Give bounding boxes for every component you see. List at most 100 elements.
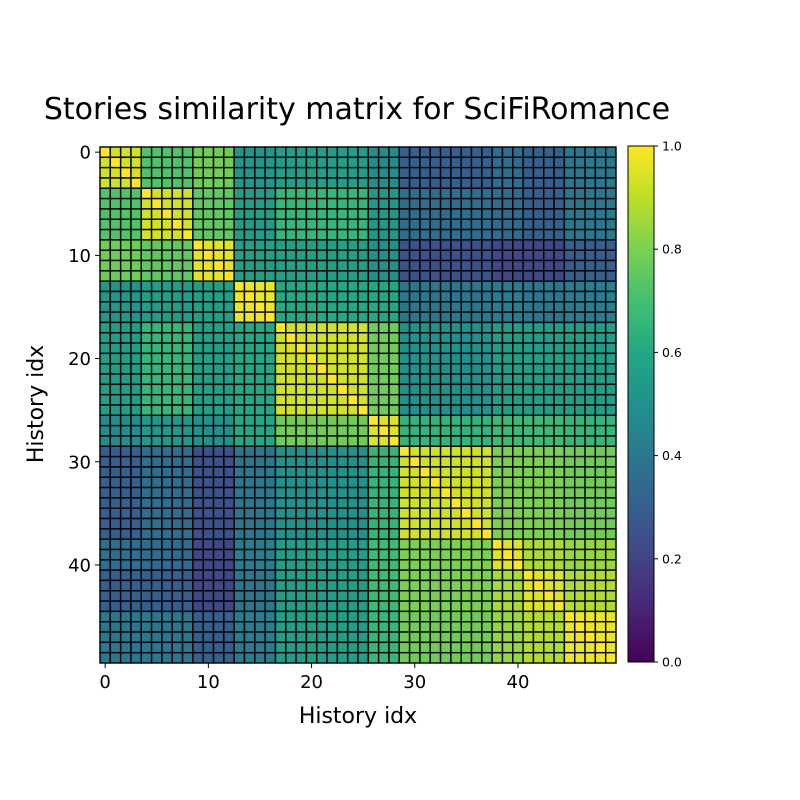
heatmap-cell — [532, 208, 545, 220]
heatmap-cell — [367, 404, 380, 417]
heatmap-cell — [109, 414, 122, 427]
heatmap-cell — [254, 435, 266, 447]
heatmap-cell — [491, 249, 504, 262]
heatmap-cell — [419, 466, 431, 478]
heatmap-cell — [109, 497, 122, 509]
heatmap-cell — [450, 301, 462, 313]
heatmap-cell — [408, 311, 421, 324]
heatmap-cell — [274, 393, 287, 406]
heatmap-cell — [419, 507, 431, 520]
heatmap-cell — [408, 579, 421, 592]
heatmap-cell — [367, 311, 380, 324]
heatmap-cell — [491, 476, 504, 489]
heatmap-cell — [336, 559, 349, 571]
heatmap-cell — [357, 404, 370, 417]
heatmap-cell — [491, 590, 504, 602]
heatmap-cell — [367, 641, 380, 654]
heatmap-cell — [501, 280, 514, 293]
heatmap-cell — [336, 373, 349, 386]
heatmap-cell — [543, 641, 555, 654]
heatmap-cell — [584, 259, 597, 272]
heatmap-cell — [470, 342, 483, 355]
heatmap-cell — [481, 383, 493, 396]
heatmap-cell — [336, 590, 349, 602]
heatmap-cell — [254, 321, 266, 334]
heatmap-cell — [326, 342, 339, 355]
heatmap-cell — [594, 249, 607, 262]
heatmap-cell — [594, 548, 607, 561]
heatmap-cell — [501, 177, 514, 189]
heatmap-cell — [140, 321, 153, 334]
heatmap-cell — [223, 590, 235, 602]
heatmap-cell — [336, 218, 349, 231]
heatmap-cell — [470, 569, 483, 582]
heatmap-cell — [481, 301, 493, 313]
heatmap-cell — [604, 166, 617, 179]
heatmap-cell — [192, 280, 204, 293]
heatmap-cell — [99, 455, 112, 468]
heatmap-cell — [274, 363, 287, 375]
heatmap-cell — [553, 373, 566, 386]
heatmap-cell — [130, 332, 142, 344]
heatmap-cell — [99, 218, 112, 231]
heatmap-cell — [140, 197, 153, 210]
heatmap-cell — [192, 414, 204, 427]
heatmap-cell — [336, 383, 349, 396]
heatmap-cell — [450, 445, 462, 458]
heatmap-cell — [367, 208, 380, 220]
heatmap-cell — [450, 352, 462, 365]
heatmap-cell — [419, 373, 431, 386]
heatmap-cell — [285, 177, 297, 189]
heatmap-cell — [264, 239, 277, 251]
heatmap-cell — [367, 579, 380, 592]
heatmap-cell — [202, 466, 215, 478]
heatmap-cell — [274, 228, 287, 241]
heatmap-cell — [574, 383, 586, 396]
heatmap-cell — [470, 641, 483, 654]
heatmap-cell — [419, 270, 431, 282]
heatmap-cell — [202, 311, 215, 324]
heatmap-cell — [594, 538, 607, 551]
heatmap-cell — [574, 239, 586, 251]
heatmap-cell — [99, 641, 112, 654]
heatmap-cell — [316, 631, 328, 644]
heatmap-cell — [543, 435, 555, 447]
heatmap-cell — [594, 332, 607, 344]
heatmap-cell — [512, 414, 524, 427]
heatmap-cell — [574, 414, 586, 427]
heatmap-cell — [326, 393, 339, 406]
heatmap-cell — [295, 363, 308, 375]
heatmap-cell — [563, 600, 576, 613]
heatmap-cell — [274, 424, 287, 437]
heatmap-cell — [491, 424, 504, 437]
heatmap-cell — [584, 146, 597, 159]
heatmap-cell — [481, 455, 493, 468]
heatmap-cell — [305, 579, 318, 592]
heatmap-cell — [377, 342, 390, 355]
heatmap-cell — [254, 507, 266, 520]
heatmap-cell — [161, 301, 173, 313]
heatmap-cell — [491, 311, 504, 324]
heatmap-cell — [450, 197, 462, 210]
heatmap-cell — [243, 301, 256, 313]
heatmap-cell — [212, 621, 225, 633]
heatmap-cell — [140, 228, 153, 241]
heatmap-cell — [243, 548, 256, 561]
heatmap-cell — [491, 342, 504, 355]
heatmap-cell — [460, 651, 473, 664]
heatmap-cell — [594, 373, 607, 386]
heatmap-cell — [501, 486, 514, 499]
heatmap-cell — [212, 631, 225, 644]
heatmap-cell — [563, 218, 576, 231]
heatmap-cell — [491, 239, 504, 251]
heatmap-cell — [429, 590, 442, 602]
heatmap-cell — [419, 321, 431, 334]
heatmap-cell — [408, 197, 421, 210]
heatmap-cell — [119, 528, 132, 540]
heatmap-cell — [501, 146, 514, 159]
heatmap-cell — [491, 383, 504, 396]
heatmap-cell — [130, 424, 142, 437]
heatmap-cell — [171, 476, 184, 489]
heatmap-cell — [181, 311, 194, 324]
heatmap-cell — [285, 280, 297, 293]
